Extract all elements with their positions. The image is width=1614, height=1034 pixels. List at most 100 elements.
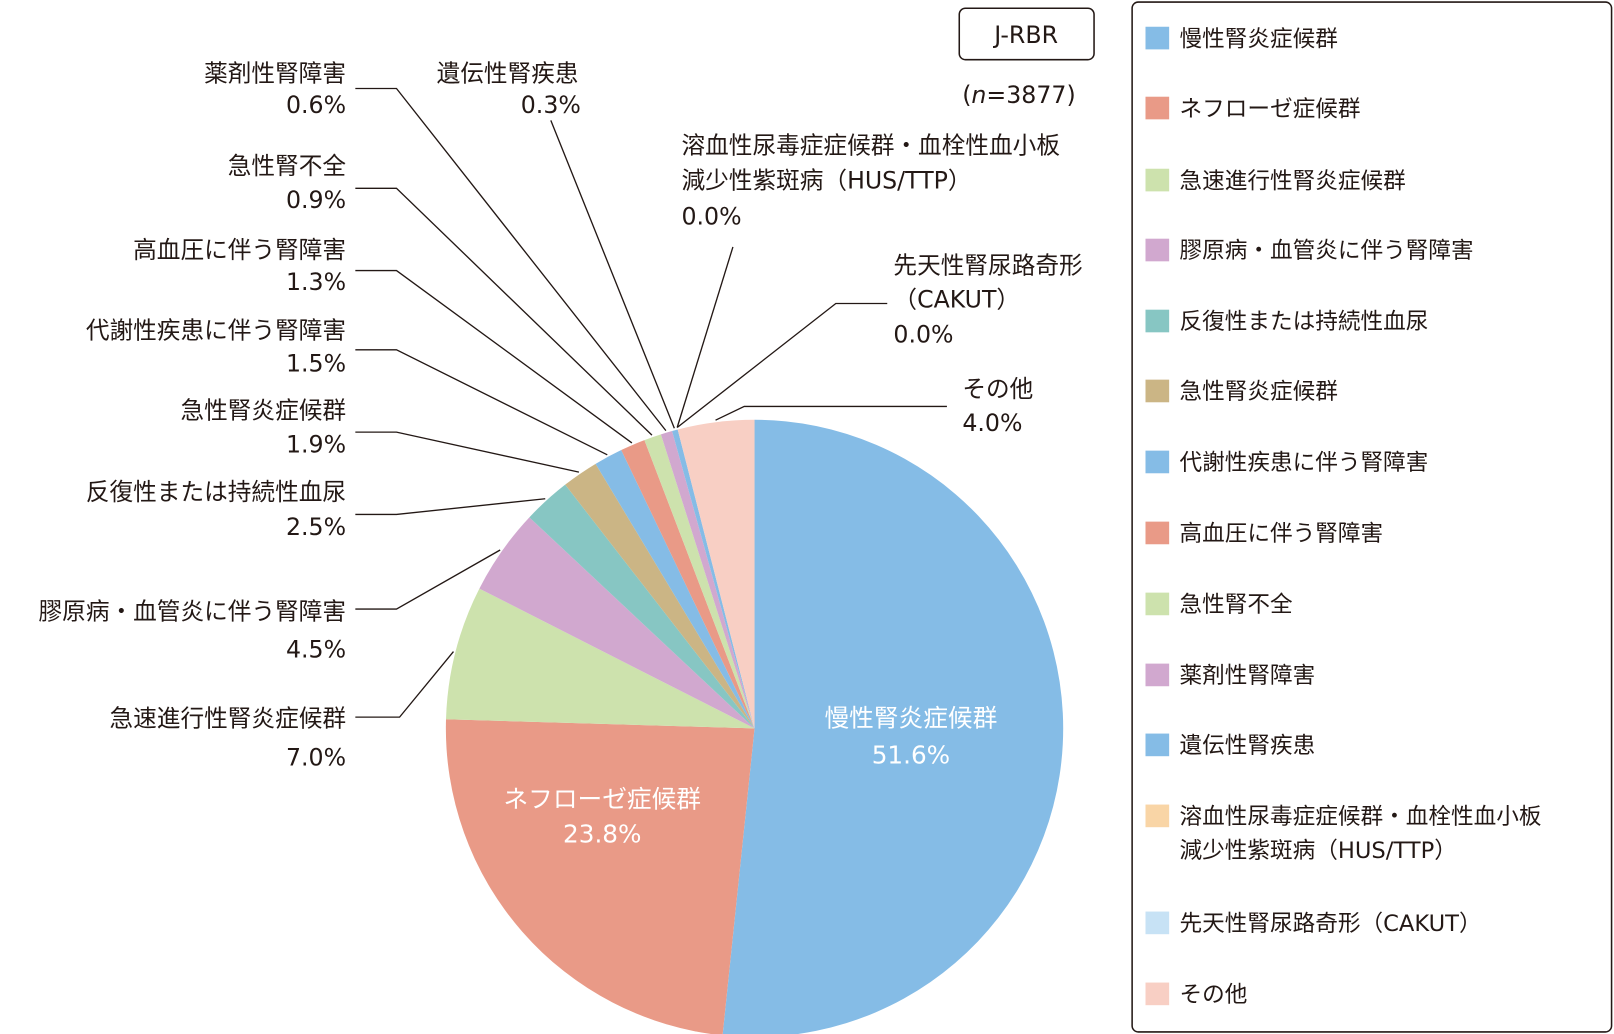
pie-slice [677,419,755,729]
outer-labels: 急速進行性腎炎症候群 7.0% 膠原病・血管炎に伴う腎障害 4.5% 反復性また… [39,59,1083,771]
pie-slice [644,434,755,729]
legend-item: 膠原病・血管炎に伴う腎障害 [1145,238,1474,264]
legend-label: 膠原病・血管炎に伴う腎障害 [1179,238,1473,264]
legend-swatch [1145,26,1170,50]
pie-slice [621,440,755,729]
legend-item: 先天性腎尿路奇形（CAKUT） [1145,911,1482,937]
legend-item: 薬剤性腎障害 [1145,663,1315,689]
legend-label: 薬剤性腎障害 [1179,663,1315,689]
leader-line [676,302,888,429]
legend-label: 代謝性疾患に伴う腎障害 [1179,450,1428,476]
pie-slice [595,450,755,729]
outer-label-cakut-line1: 先天性腎尿路奇形 [893,252,1082,280]
legend-swatch [1145,238,1170,262]
slice-value-nephrotic: 23.8% [563,820,641,849]
legend-item: 急性腎炎症候群 [1145,379,1338,405]
outer-value-hereditary: 0.3% [521,91,581,119]
legend-swatch [1145,911,1170,935]
outer-value-collagen: 4.5% [286,635,346,663]
slice-value-chronic: 51.6% [872,740,950,769]
leader-line [355,431,580,473]
legend-label: 減少性紫斑病（HUS/TTP） [1179,838,1456,864]
legend-item: 遺伝性腎疾患 [1145,733,1315,759]
outer-label-agn: 急性腎炎症候群 [180,397,346,425]
pie-slice [660,430,755,729]
legend-swatch [1145,592,1170,616]
outer-label-hereditary: 遺伝性腎疾患 [437,59,579,87]
legend-item: 高血圧に伴う腎障害 [1145,521,1383,547]
pie-slice [722,419,1064,1034]
legend-swatch [1145,733,1170,757]
slice-label-nephrotic: ネフローゼ症候群 [503,785,701,814]
legend-item: 急性腎不全 [1145,592,1293,618]
legend-item: 急速進行性腎炎症候群 [1145,168,1406,194]
legend-item: ネフローゼ症候群 [1145,96,1360,122]
legend-label: 先天性腎尿路奇形（CAKUT） [1179,911,1481,937]
legend-label: その他 [1179,982,1247,1008]
outer-label-collagen: 膠原病・血管炎に伴う腎障害 [39,597,347,625]
outer-label-drug: 薬剤性腎障害 [204,59,346,87]
dataset-badge: J-RBR [992,21,1058,49]
legend-swatch [1145,379,1170,403]
leader-line [355,498,546,516]
outer-label-metabolic: 代謝性疾患に伴う腎障害 [86,316,346,344]
legend-swatch [1145,450,1170,474]
legend-box [1131,1,1613,1033]
outer-value-agn: 1.9% [286,431,346,459]
leader-lines [355,87,947,718]
outer-value-drug: 0.6% [286,91,346,119]
legend-item: 代謝性疾患に伴う腎障害 [1145,450,1428,476]
leader-line [355,349,608,456]
outer-value-hypertension: 1.3% [286,268,346,296]
legend-label: 反復性または持続性血尿 [1179,309,1428,335]
outer-label-hus-line1: 溶血性尿毒症症候群・血栓性血小板 [681,131,1060,159]
legend-label: 高血圧に伴う腎障害 [1179,521,1383,547]
leader-line [355,651,454,718]
pie-slice [445,719,755,1034]
leader-line [355,87,667,432]
leader-line [355,187,653,436]
legend-label: 急性腎炎症候群 [1179,379,1337,405]
leader-line [676,246,734,428]
outer-value-metabolic: 1.5% [286,349,346,377]
leader-line [355,549,501,610]
pie-slice [479,517,755,729]
legend-label: 急性腎不全 [1179,592,1292,618]
outer-label-hematuria: 反復性または持続性血尿 [86,478,346,506]
pie-slice [529,484,755,729]
outer-label-hypertension: 高血圧に伴う腎障害 [133,236,346,264]
legend-label: 遺伝性腎疾患 [1179,733,1315,759]
pie-slice [446,588,755,729]
legend-swatch [1145,521,1170,545]
leader-line [715,405,947,421]
legend-label: ネフローゼ症候群 [1179,96,1360,122]
legend-item: その他 [1145,982,1247,1008]
legend-label: 急速進行性腎炎症候群 [1179,168,1405,194]
outer-value-cakut: 0.0% [893,321,953,349]
leader-line [355,269,633,444]
legend-item: 慢性腎炎症候群 [1145,26,1338,52]
legend-swatch [1145,168,1170,192]
pie-slices [445,419,1064,1034]
legend-label: 溶血性尿毒症症候群・血栓性血小板 [1179,804,1541,830]
outer-value-rpgn: 7.0% [286,743,346,771]
legend-label: 慢性腎炎症候群 [1179,26,1337,52]
legend-swatch [1145,663,1170,687]
sample-size: (n=3877) [962,81,1076,109]
outer-value-other: 4.0% [962,409,1022,437]
outer-label-cakut-line2: （CAKUT） [893,286,1020,314]
pie-slice [672,429,755,729]
outer-label-aki: 急性腎不全 [228,152,347,180]
legend-swatch [1145,804,1170,828]
slice-label-chronic: 慢性腎炎症候群 [825,703,998,732]
outer-label-rpgn: 急速進行性腎炎症候群 [109,704,346,732]
outer-value-hematuria: 2.5% [286,513,346,541]
outer-label-other: その他 [962,375,1033,403]
outer-label-hus-line2: 減少性紫斑病（HUS/TTP） [681,166,971,194]
dataset-badge-box [958,7,1095,61]
legend-swatch [1145,309,1170,333]
outer-value-aki: 0.9% [286,186,346,214]
legend: 慢性腎炎症候群ネフローゼ症候群急速進行性腎炎症候群膠原病・血管炎に伴う腎障害反復… [1131,1,1613,1033]
